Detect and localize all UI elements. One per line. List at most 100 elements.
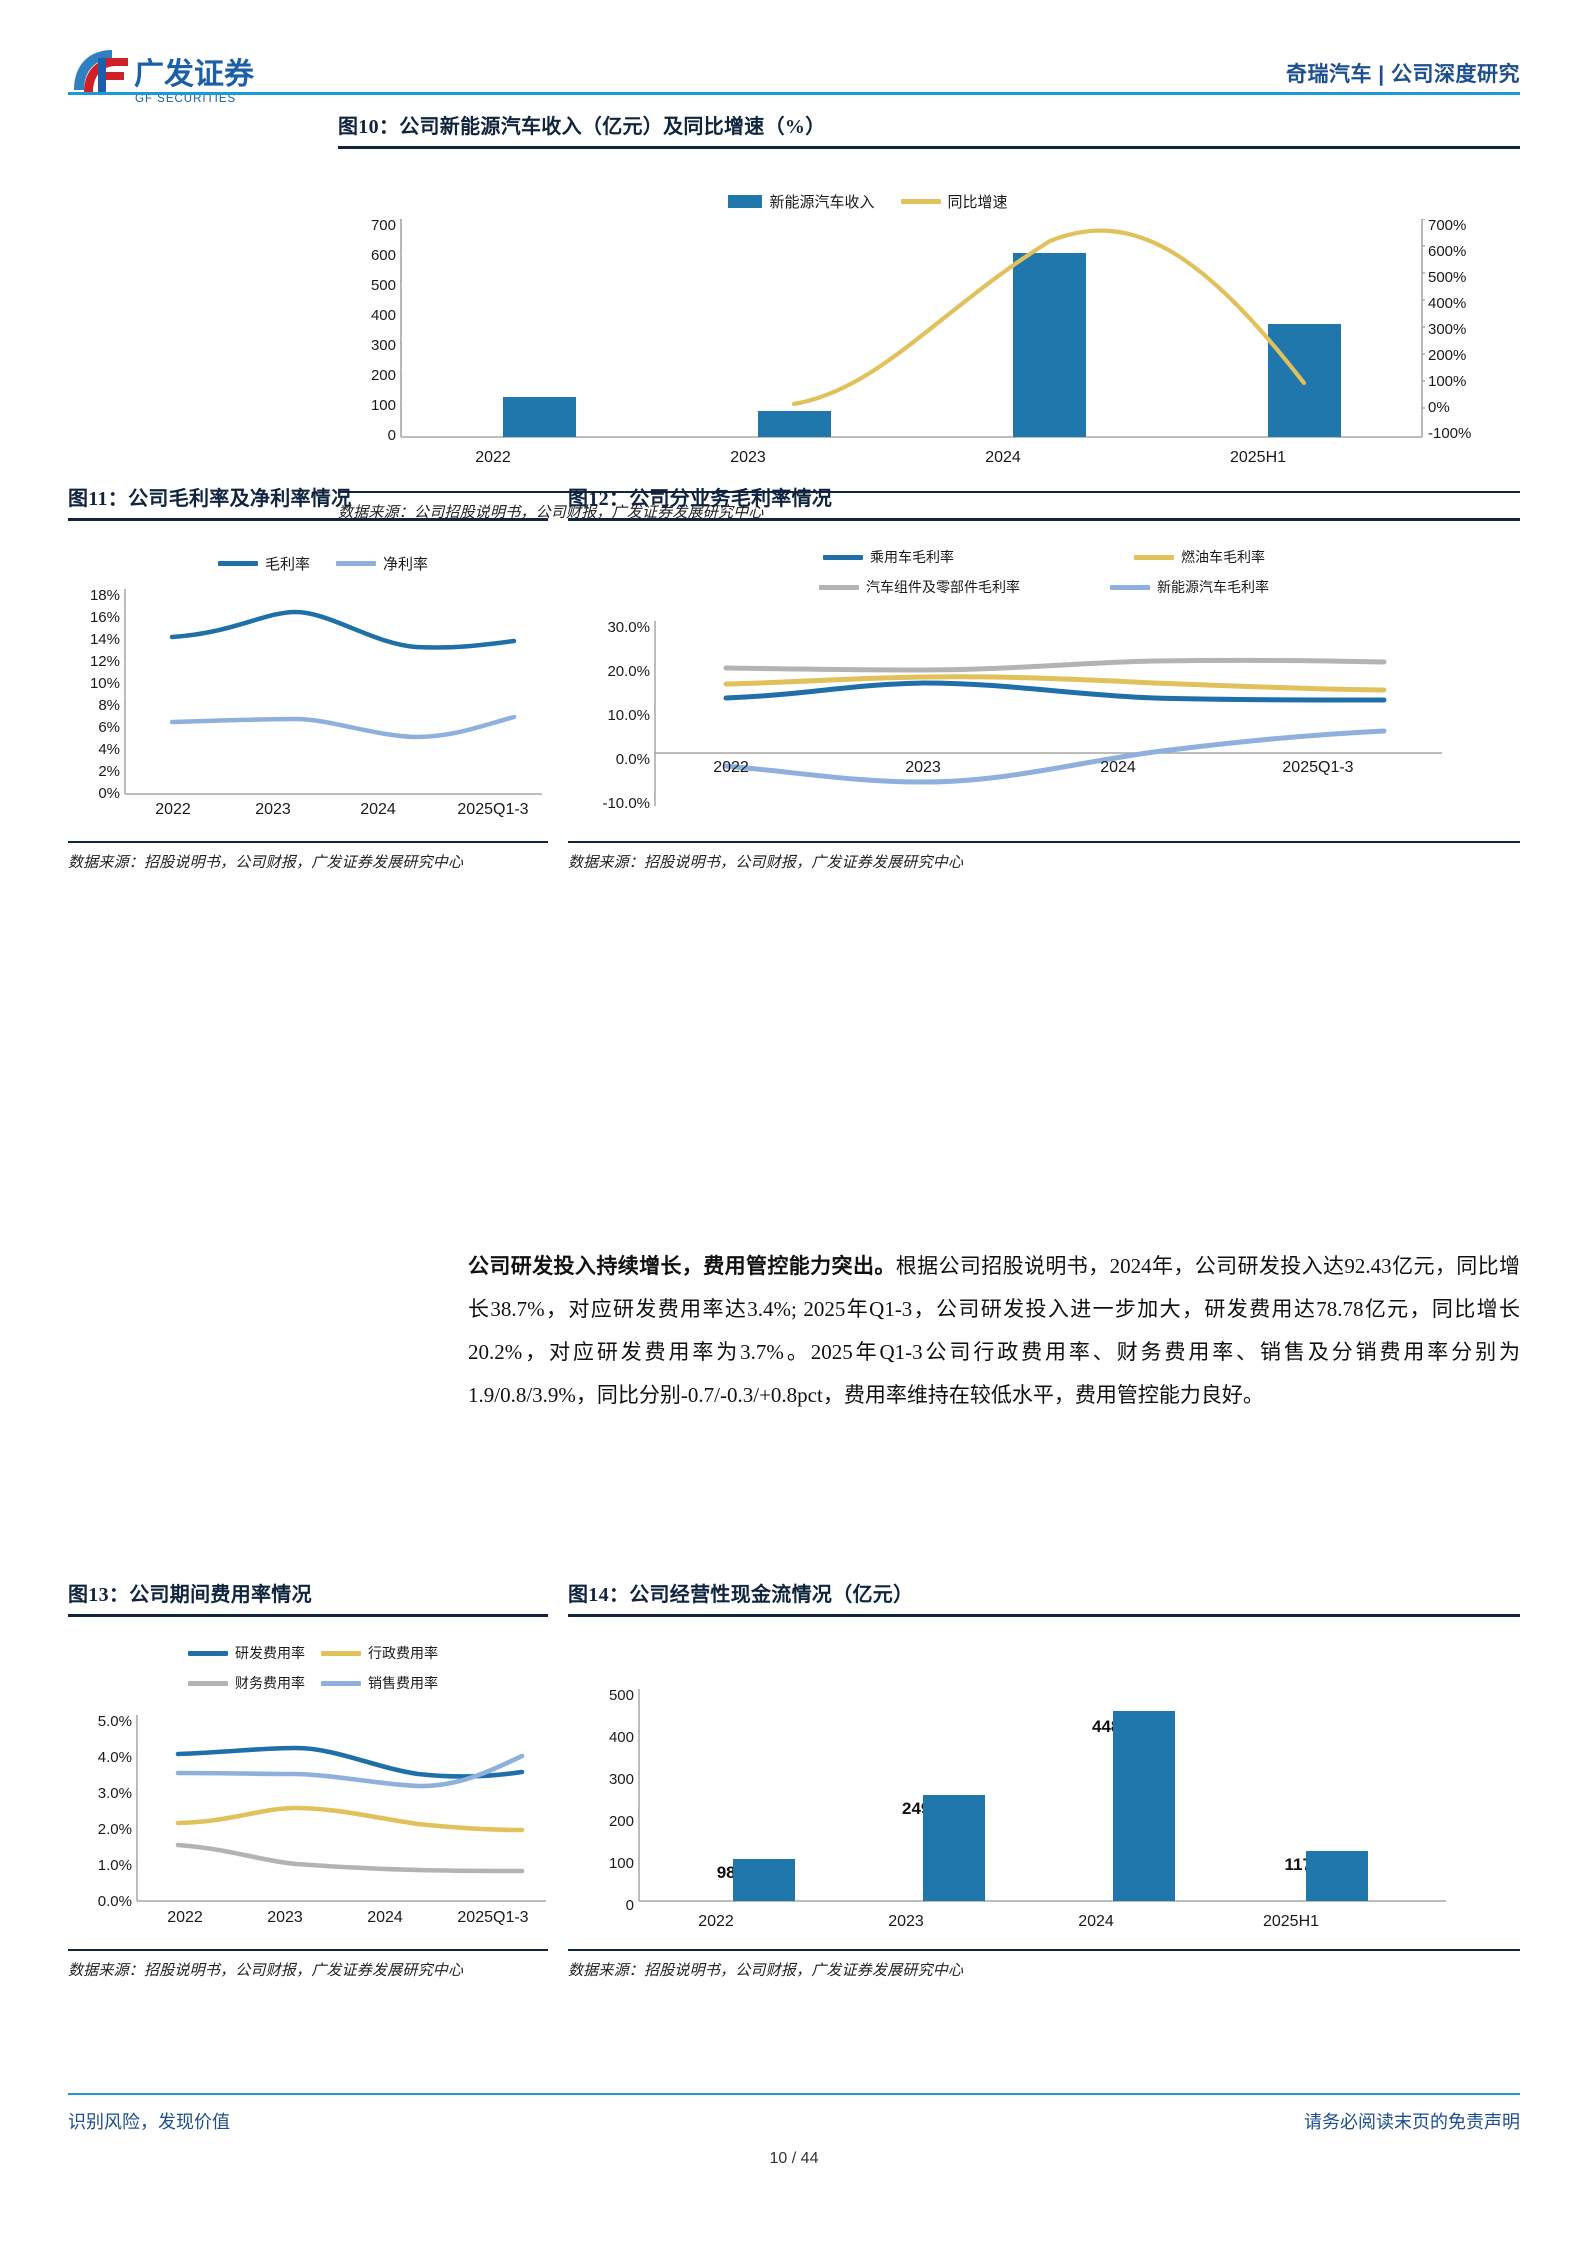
- figure-10-title: 图10：公司新能源汽车收入（亿元）及同比增速（%）: [338, 110, 1520, 146]
- legend-item-parts-margin: 汽车组件及零部件毛利率: [819, 577, 1020, 597]
- y-tick-label: 18%: [89, 587, 120, 604]
- legend-item-fuel-car-margin: 燃油车毛利率: [1134, 547, 1265, 567]
- figure-11: 图11：公司毛利率及净利率情况 毛利率 净利率 18% 16% 14% 12% …: [68, 482, 548, 872]
- figure-12-bottom-rule: [568, 841, 1520, 843]
- figure-12-legend-row2: 汽车组件及零部件毛利率 新能源汽车毛利率: [588, 577, 1500, 597]
- figure-12-top-rule: [568, 518, 1520, 521]
- x-tick-label: 2024: [1100, 759, 1136, 776]
- y-tick-label: 700: [370, 217, 396, 234]
- x-tick-label: 2022: [167, 1909, 203, 1926]
- y-tick-label: 20.0%: [607, 663, 650, 680]
- y-tick-label: 0: [387, 427, 396, 444]
- figure-10-legend: 新能源汽车收入 同比增速: [518, 191, 1218, 212]
- figure-13-number: 图13：: [68, 1584, 130, 1606]
- y-tick-label: 4%: [98, 741, 120, 758]
- legend-label: 新能源汽车收入: [769, 195, 875, 211]
- y-tick-label: 300: [370, 337, 396, 354]
- legend-swatch-line-icon: [321, 1680, 361, 1686]
- legend-label: 财务费用率: [235, 1677, 305, 1692]
- figure-11-number: 图11：: [68, 488, 129, 510]
- y2-tick-label: 500%: [1428, 269, 1467, 286]
- legend-item-admin-expense-ratio: 行政费用率: [321, 1643, 438, 1663]
- x-tick-label: 2024: [360, 801, 396, 818]
- x-tick-label: 2024: [985, 449, 1021, 466]
- x-tick-label: 2023: [255, 801, 291, 818]
- y2-tick-label: 200%: [1428, 347, 1467, 364]
- y-tick-label: 600: [370, 247, 396, 264]
- legend-item-net-margin: 净利率: [336, 553, 428, 574]
- figure-10: 图10：公司新能源汽车收入（亿元）及同比增速（%） 新能源汽车收入 同比增速 7…: [338, 110, 1520, 522]
- x-tick-label: 2024: [367, 1909, 403, 1926]
- x-tick-label: 2023: [267, 1909, 303, 1926]
- figure-13-source: 数据来源：招股说明书，公司财报，广发证券发展研究中心: [68, 1962, 464, 1979]
- legend-swatch-line-icon: [819, 584, 859, 590]
- page-header: 广发证券 GF SECURITIES 奇瑞汽车 | 公司深度研究: [68, 40, 1520, 110]
- figure-14: 图14：公司经营性现金流情况（亿元） 500 400 300 200 100 0…: [568, 1578, 1520, 1980]
- legend-label: 研发费用率: [235, 1647, 305, 1662]
- y-tick-label: 200: [370, 367, 396, 384]
- figure-12-source: 数据来源：招股说明书，公司财报，广发证券发展研究中心: [568, 854, 964, 871]
- figure-13-bottom-rule: [68, 1949, 548, 1951]
- legend-swatch-line-icon: [336, 561, 376, 566]
- legend-label: 行政费用率: [368, 1647, 438, 1662]
- figure-10-chart: 新能源汽车收入 同比增速 700 600 500 400 300 200 100…: [338, 149, 1520, 466]
- legend-swatch-line-icon: [188, 1680, 228, 1686]
- y-tick-label: 200: [608, 1813, 634, 1830]
- svg-text:广发证券: 广发证券: [134, 58, 255, 91]
- legend-label: 燃油车毛利率: [1181, 551, 1265, 566]
- figure-11-legend: 毛利率 净利率: [108, 553, 538, 574]
- y-tick-label: 4.0%: [97, 1749, 132, 1766]
- paragraph-body: 根据公司招股说明书，2024年，公司研发投入达92.43亿元，同比增长38.7%…: [468, 1254, 1520, 1407]
- y-tick-label: 1.0%: [97, 1857, 132, 1874]
- legend-label: 同比增速: [947, 195, 1008, 211]
- figure-14-top-rule: [568, 1614, 1520, 1617]
- y-tick-label: 0: [625, 1897, 634, 1914]
- x-tick-label: 2022: [155, 801, 191, 818]
- y2-tick-label: 100%: [1428, 373, 1467, 390]
- figure-10-number: 图10：: [338, 116, 400, 138]
- y-tick-label: 10.0%: [607, 707, 650, 724]
- figure-10-plot: [400, 219, 1425, 438]
- figure-13: 图13：公司期间费用率情况 研发费用率 行政费用率 财务费用率: [68, 1578, 548, 1980]
- legend-swatch-line-icon: [188, 1650, 228, 1656]
- legend-label: 汽车组件及零部件毛利率: [866, 581, 1020, 596]
- legend-swatch-line-icon: [1110, 584, 1150, 590]
- figure-10-source: 数据来源：公司招股说明书，公司财报，广发证券发展研究中心: [338, 504, 764, 521]
- y-tick-label: 30.0%: [607, 619, 650, 636]
- figure-13-legend-row1: 研发费用率 行政费用率: [188, 1643, 548, 1663]
- figure-11-chart: 毛利率 净利率 18% 16% 14% 12% 10% 8% 6% 4% 2% …: [68, 521, 548, 818]
- y-tick-label: -10.0%: [602, 795, 650, 812]
- y-tick-label: 14%: [89, 631, 120, 648]
- y-tick-label: 10%: [89, 675, 120, 692]
- y-tick-label: 16%: [89, 609, 120, 626]
- figure-10-caption: 公司新能源汽车收入（亿元）及同比增速（%）: [399, 116, 826, 138]
- legend-item-nev-margin: 新能源汽车毛利率: [1110, 577, 1269, 597]
- legend-label: 销售费用率: [368, 1677, 438, 1692]
- figure-14-plot: [638, 1689, 1446, 1902]
- legend-swatch-line-icon: [1134, 554, 1174, 560]
- figure-12-number: 图12：: [568, 488, 630, 510]
- figure-11-top-rule: [68, 518, 548, 521]
- gf-securities-logo: 广发证券 GF SECURITIES: [68, 46, 318, 108]
- legend-item-finance-expense-ratio: 财务费用率: [188, 1673, 305, 1693]
- x-tick-label: 2025Q1-3: [457, 801, 529, 818]
- y2-tick-label: 300%: [1428, 321, 1467, 338]
- y-tick-label: 12%: [89, 653, 120, 670]
- x-tick-label: 2025H1: [1229, 449, 1287, 466]
- y2-tick-label: 0%: [1428, 399, 1450, 416]
- figure-11-title: 图11：公司毛利率及净利率情况: [68, 482, 548, 518]
- header-breadcrumb: 奇瑞汽车 | 公司深度研究: [1285, 63, 1520, 86]
- figure-12-title: 图12：公司分业务毛利率情况: [568, 482, 1520, 518]
- figure-14-number: 图14：: [568, 1584, 630, 1606]
- legend-label: 毛利率: [264, 557, 310, 573]
- y-tick-label: 100: [370, 397, 396, 414]
- page-number: 10 / 44: [769, 2150, 819, 2167]
- figure-13-title: 图13：公司期间费用率情况: [68, 1578, 548, 1614]
- y-tick-label: 8%: [98, 697, 120, 714]
- legend-swatch-line-icon: [823, 554, 863, 560]
- x-tick-label: 2025Q1-3: [457, 1909, 529, 1926]
- body-paragraph: 公司研发投入持续增长，费用管控能力突出。根据公司招股说明书，2024年，公司研发…: [468, 1245, 1520, 1417]
- figure-11-plot: [124, 589, 542, 795]
- y-tick-label: 3.0%: [97, 1785, 132, 1802]
